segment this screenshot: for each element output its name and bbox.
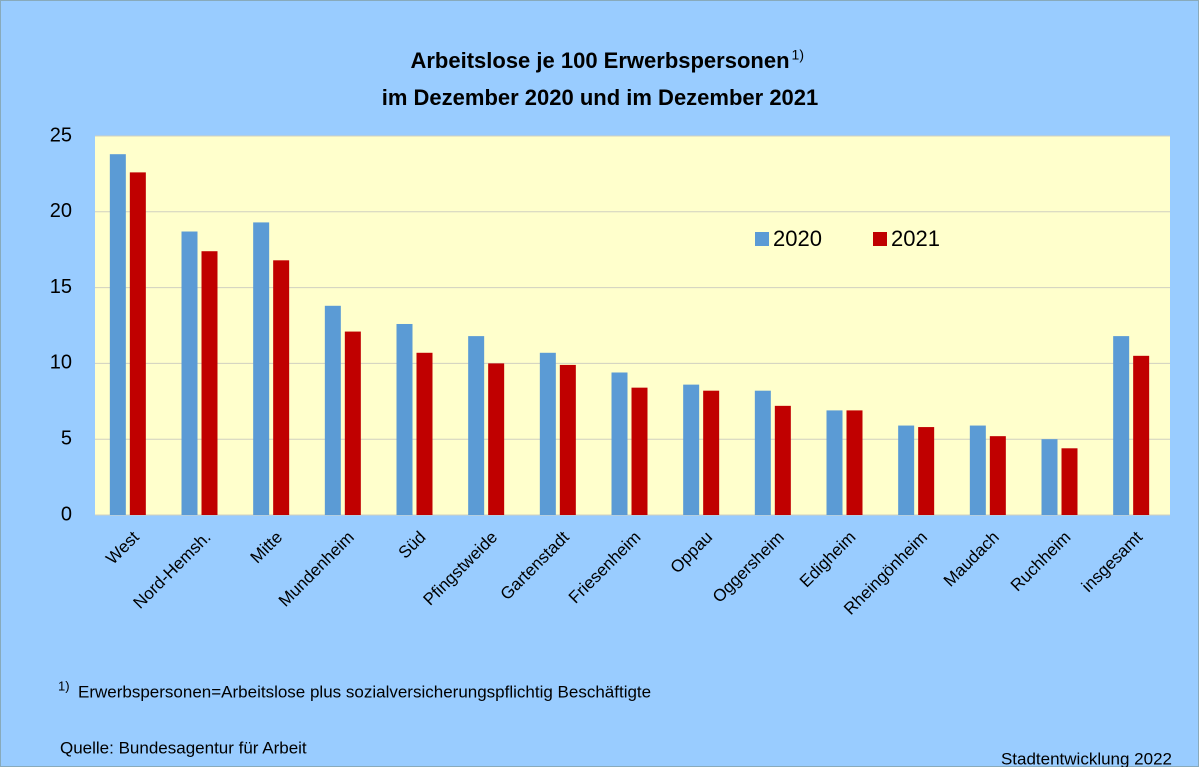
bar	[559, 364, 576, 515]
credit: Stadtentwicklung 2022	[1001, 749, 1172, 767]
bar	[273, 260, 290, 515]
footnote: Erwerbspersonen=Arbeitslose plus sozialv…	[78, 682, 651, 701]
bar	[253, 222, 270, 516]
y-tick-label: 0	[61, 503, 72, 525]
y-tick-label: 20	[50, 200, 72, 222]
bar	[539, 352, 556, 515]
bar	[683, 384, 700, 515]
bar	[129, 172, 146, 515]
bar	[201, 251, 218, 515]
bar	[1061, 448, 1078, 515]
bar	[324, 305, 341, 515]
bar	[396, 323, 413, 515]
bar	[1133, 355, 1150, 515]
source: Quelle: Bundesagentur für Arbeit	[60, 738, 307, 757]
bar	[416, 352, 433, 515]
legend-swatch	[755, 232, 769, 246]
y-tick-label: 15	[50, 276, 72, 298]
bar	[703, 390, 720, 515]
bar	[754, 390, 771, 515]
footnote-marker: 1)	[58, 678, 70, 693]
bar	[631, 387, 648, 515]
bar	[1041, 439, 1058, 515]
bar	[1113, 336, 1130, 515]
legend-label: 2020	[773, 226, 822, 251]
y-tick-label: 25	[50, 124, 72, 146]
bar	[109, 154, 126, 515]
bar	[611, 372, 628, 515]
chart-title: Arbeitslose je 100 Erwerbspersonen	[410, 48, 789, 73]
legend-swatch	[873, 232, 887, 246]
y-tick-label: 5	[61, 427, 72, 449]
bar	[488, 363, 505, 515]
bar	[344, 331, 361, 515]
bar	[969, 425, 986, 515]
bar	[826, 410, 843, 515]
bar	[989, 436, 1006, 515]
bar	[181, 231, 198, 515]
bar	[846, 410, 863, 515]
legend-label: 2021	[891, 226, 940, 251]
bar	[468, 336, 485, 515]
title-superscript: 1)	[792, 47, 804, 63]
bar	[898, 425, 915, 515]
y-tick-label: 10	[50, 352, 72, 374]
chart-subtitle: im Dezember 2020 und im Dezember 2021	[382, 85, 819, 110]
bar	[918, 427, 935, 515]
bar	[774, 405, 791, 515]
